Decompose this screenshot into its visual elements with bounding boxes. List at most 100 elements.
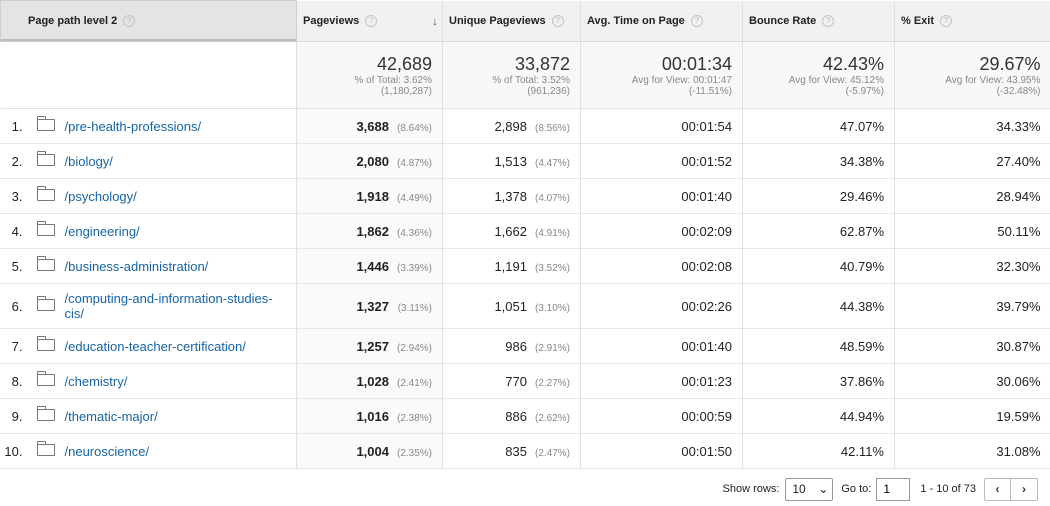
pageviews-percent: (2.38%): [396, 412, 432, 424]
column-label: Avg. Time on Page: [587, 14, 685, 27]
total-detail: % of Total: 3.52%: [492, 74, 570, 86]
avg-time-cell: 00:01:52: [580, 143, 743, 179]
page-path-link[interactable]: /engineering/: [64, 223, 140, 239]
total-detail: Avg for View: 00:01:47: [631, 74, 732, 86]
pagination-bar: Show rows: 10 ⌄ Go to: 1 - 10 of 73 ‹ ›: [723, 477, 1038, 501]
previous-page-button[interactable]: ‹: [985, 478, 1011, 500]
folder-icon[interactable]: [36, 186, 55, 201]
pageviews-value: 1,327: [356, 298, 389, 314]
table-row[interactable]: 1. /pre-health-professions/3,688 (8.64%) 2,…: [0, 108, 1050, 144]
unique-pageviews-value: 1,662: [494, 223, 527, 239]
table-row[interactable]: 2. /biology/2,080 (4.87%) 1,513 (4.47%) 00:01…: [0, 143, 1050, 179]
help-icon[interactable]: ?: [365, 14, 378, 27]
row-index: 7.: [11, 338, 23, 354]
totals-blank-cell: [0, 41, 297, 109]
page-path-link[interactable]: /biology/: [64, 153, 113, 169]
pageviews-cell: 1,257 (2.94%): [296, 328, 443, 364]
pageviews-value: 1,446: [356, 258, 389, 274]
table-row[interactable]: 5./business-administration/1,446 (3.39%) 1…: [0, 248, 1050, 284]
page-path-link[interactable]: /neuroscience/: [64, 443, 150, 459]
unique-pageviews-value: 1,513: [494, 153, 527, 169]
unique-pageviews-value: 886: [505, 408, 527, 424]
folder-icon[interactable]: [36, 296, 55, 311]
table-row[interactable]: 3. /psychology/1,918 (4.49%) 1,378 (4.07%) 00…: [0, 178, 1050, 214]
column-header-bounce-rate[interactable]: Bounce Rate?: [742, 0, 895, 42]
folder-icon[interactable]: [36, 441, 55, 456]
page-path-link[interactable]: /business-administration/: [64, 258, 209, 274]
avg-time-cell: 00:02:08: [580, 248, 743, 284]
table-row[interactable]: 9. /thematic-major/1,016 (2.38%) 886 (2.62%)…: [0, 398, 1050, 434]
page-path-link[interactable]: /education-teacher-certification/: [64, 338, 246, 354]
exit-cell: 32.30%: [894, 248, 1050, 284]
exit-cell: 50.11%: [894, 213, 1050, 249]
folder-icon[interactable]: [36, 406, 55, 421]
page-path-cell: 9. /thematic-major/: [0, 398, 297, 434]
report-table: Page path level 2? Pageviews? ↓ Unique Pa…: [0, 0, 1050, 469]
folder-icon[interactable]: [36, 256, 55, 271]
help-icon[interactable]: ?: [940, 14, 953, 27]
pageviews-value: 1,028: [356, 373, 389, 389]
folder-icon[interactable]: [36, 336, 55, 351]
unique-pageviews-cell: 1,191 (3.52%): [442, 248, 581, 284]
next-page-button[interactable]: ›: [1022, 481, 1026, 496]
row-index: 5.: [11, 258, 23, 274]
pageviews-percent: (8.64%): [396, 122, 432, 134]
unique-pageviews-percent: (3.10%): [534, 302, 570, 314]
page-path-link[interactable]: /thematic-major/: [64, 408, 158, 424]
folder-icon[interactable]: [36, 151, 55, 166]
help-icon[interactable]: ?: [822, 14, 835, 27]
header-row: Page path level 2? Pageviews? ↓ Unique Pa…: [0, 0, 1050, 42]
table-row[interactable]: 8. /chemistry/1,028 (2.41%) 770 (2.27%) 00:01…: [0, 363, 1050, 399]
column-header-unique-pageviews[interactable]: Unique Pageviews?: [442, 0, 581, 42]
page-path-cell: 6. /computing-and-information-studies-cis…: [0, 283, 297, 329]
page-path-link[interactable]: /psychology/: [64, 188, 137, 204]
pageviews-cell: 1,028 (2.41%): [296, 363, 443, 399]
exit-cell: 27.40%: [894, 143, 1050, 179]
folder-icon[interactable]: [36, 221, 55, 236]
unique-pageviews-percent: (4.07%): [534, 192, 570, 204]
unique-pageviews-value: 1,378: [494, 188, 527, 204]
page-path-link[interactable]: /pre-health-professions/: [64, 118, 202, 134]
page-path-link[interactable]: /computing-and-information-studies-cis/: [64, 291, 273, 321]
pageviews-percent: (2.41%): [396, 377, 432, 389]
show-rows-select[interactable]: 10 ⌄: [785, 477, 834, 501]
total-detail: % of Total: 3.62%: [354, 74, 432, 86]
goto-page-input[interactable]: [876, 477, 911, 501]
total-detail: (-5.97%): [845, 85, 884, 97]
page-path-cell: 4. /engineering/: [0, 213, 297, 249]
page-path-link[interactable]: /chemistry/: [64, 373, 128, 389]
bounce-rate-cell: 44.38%: [742, 283, 895, 329]
folder-icon[interactable]: [36, 371, 55, 386]
column-header-page-path[interactable]: Page path level 2?: [0, 0, 297, 42]
total-detail: Avg for View: 45.12%: [788, 74, 884, 86]
table-row[interactable]: 10. /neuroscience/1,004 (2.35%) 835 (2.47%) 0…: [0, 433, 1050, 469]
avg-time-cell: 00:01:40: [580, 178, 743, 214]
table-row[interactable]: 7. /education-teacher-certification/1,257…: [0, 328, 1050, 364]
pageviews-value: 1,862: [356, 223, 389, 239]
column-header-pageviews[interactable]: Pageviews? ↓: [296, 0, 443, 42]
page-path-cell: 3. /psychology/: [0, 178, 297, 214]
unique-pageviews-percent: (2.27%): [534, 377, 570, 389]
folder-icon[interactable]: [36, 116, 55, 131]
unique-pageviews-value: 835: [505, 443, 527, 459]
exit-cell: 34.33%: [894, 108, 1050, 144]
avg-time-cell: 00:01:54: [580, 108, 743, 144]
pageviews-percent: (2.35%): [396, 447, 432, 459]
table-row[interactable]: 6. /computing-and-information-studies-cis…: [0, 283, 1050, 329]
table-row[interactable]: 4. /engineering/1,862 (4.36%) 1,662 (4.91%) 0…: [0, 213, 1050, 249]
page-path-cell: 7. /education-teacher-certification/: [0, 328, 297, 364]
chevron-down-icon: ⌄: [818, 482, 829, 496]
help-icon[interactable]: ?: [123, 15, 136, 27]
total-value: 29.67%: [979, 53, 1041, 74]
total-detail: (961,236): [527, 85, 570, 97]
bounce-rate-cell: 34.38%: [742, 143, 895, 179]
help-icon[interactable]: ?: [690, 14, 703, 27]
help-icon[interactable]: ?: [551, 14, 564, 27]
pageviews-percent: (4.87%): [396, 157, 432, 169]
unique-pageviews-value: 1,191: [494, 258, 527, 274]
column-header-avg-time[interactable]: Avg. Time on Page?: [580, 0, 743, 42]
sort-descending-icon[interactable]: ↓: [432, 13, 438, 28]
unique-pageviews-percent: (8.56%): [534, 122, 570, 134]
column-header-exit[interactable]: % Exit?: [894, 0, 1050, 42]
column-label: Pageviews: [303, 14, 360, 27]
